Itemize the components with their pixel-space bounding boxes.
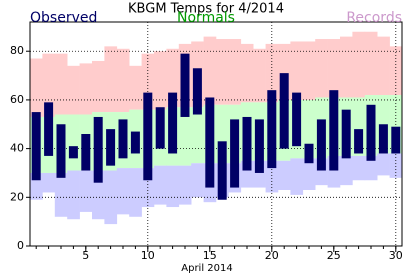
observed-bar [279,73,289,149]
record-low-band [154,165,167,205]
record-high-band [327,39,341,98]
observed-bar [391,126,401,154]
record-high-band [253,48,266,103]
observed-bar [31,112,41,181]
record-high-band [129,65,142,110]
record-low-band [265,160,279,193]
observed-bar [316,119,326,171]
normal-band [67,114,80,171]
normal-band [191,107,204,164]
record-high-band [340,36,353,98]
record-high-band [315,39,328,98]
record-high-band [228,39,242,105]
observed-bar [180,53,190,117]
observed-bar [254,119,264,173]
observed-bar [366,104,376,161]
observed-bar [168,92,178,154]
y-tick-label: 0 [17,239,24,252]
record-high-band [216,39,229,105]
record-low-band [290,158,304,195]
observed-bar [44,102,54,156]
y-tick-label: 60 [10,93,24,106]
record-high-band [203,36,217,105]
record-high-band [364,31,378,96]
observed-bar [267,90,277,169]
record-low-band [278,160,291,190]
x-tick-label: 15 [203,249,217,262]
record-high-band [352,31,366,98]
x-tick-label: 25 [327,249,341,262]
record-high-band [240,43,254,103]
observed-bar [230,119,240,188]
observed-bar [242,116,252,171]
observed-bar [68,146,78,159]
record-high-band [67,65,80,115]
record-low-band [302,158,316,190]
record-high-band [79,63,93,115]
record-high-band [42,53,56,117]
record-low-band [340,155,353,186]
observed-bar [143,92,153,181]
legend-entry: Normals [177,10,235,26]
record-high-band [377,36,390,96]
observed-bar [155,107,165,149]
observed-bar [378,124,388,154]
record-low-band [352,155,366,181]
observed-bar [130,131,140,154]
record-low-band [79,170,93,212]
record-low-band [54,172,68,217]
y-tick-label: 80 [10,44,24,57]
record-high-band [290,41,304,100]
record-low-band [104,170,118,225]
observed-bar [217,141,227,200]
record-low-band [42,172,56,193]
observed-bar [205,97,215,188]
record-high-band [116,48,130,113]
x-tick-label: 20 [265,249,279,262]
record-high-band [92,60,105,113]
record-high-band [154,51,167,110]
observed-bar [329,90,339,171]
record-low-band [377,153,390,176]
x-tick-label: 5 [82,249,89,262]
observed-bar [192,68,202,115]
normal-band [178,107,192,166]
observed-bar [354,129,364,154]
observed-bar [106,129,116,166]
observed-bar [341,109,351,159]
observed-bar [292,92,302,147]
observed-bar [93,116,103,183]
observed-bar [81,134,91,171]
record-low-band [191,163,204,198]
record-high-band [54,53,68,115]
record-low-band [389,153,403,178]
observed-bar [118,119,128,159]
observed-bar [56,124,66,178]
x-tick-label: 10 [141,249,155,262]
record-low-band [178,165,192,205]
record-low-band [116,168,130,215]
record-high-band [302,41,316,100]
record-low-band [166,165,180,208]
record-high-band [104,46,118,113]
record-low-band [364,155,378,181]
y-tick-label: 40 [10,142,24,155]
legend-entry: Observed [30,10,97,26]
record-low-band [67,170,80,220]
y-tick-label: 20 [10,190,24,203]
chart-title: KBGM Temps for 4/2014 [128,2,284,17]
record-high-band [30,58,43,117]
record-low-band [129,168,142,217]
legend-entry: Records [346,10,402,26]
observed-bar [304,143,314,164]
plot-frame [29,21,403,247]
x-tick-label: 30 [389,249,403,262]
x-axis-label: April 2014 [181,263,232,274]
